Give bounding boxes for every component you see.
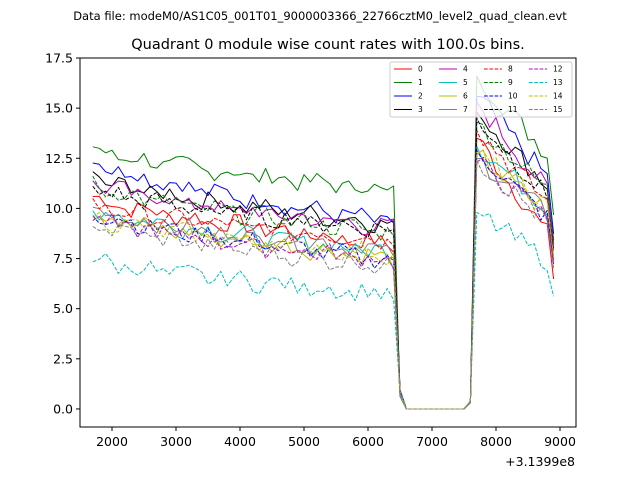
series-line-11 bbox=[92, 117, 555, 410]
legend-label-6: 6 bbox=[463, 92, 468, 101]
legend-label-2: 2 bbox=[418, 92, 423, 101]
y-tick-label: 7.5 bbox=[53, 251, 73, 266]
y-tick-label: 0.0 bbox=[53, 401, 73, 416]
x-tick-label: 7000 bbox=[416, 434, 448, 449]
y-tick-label: 15.0 bbox=[45, 101, 73, 116]
y-tick-label: 17.5 bbox=[45, 51, 73, 66]
legend-label-8: 8 bbox=[508, 65, 513, 74]
x-tick-label: 3000 bbox=[160, 434, 192, 449]
legend-box bbox=[389, 61, 573, 118]
x-tick-label: 5000 bbox=[288, 434, 320, 449]
legend-label-1: 1 bbox=[418, 78, 423, 87]
y-tick-label: 12.5 bbox=[45, 151, 73, 166]
series-line-15 bbox=[92, 159, 555, 410]
x-tick-label: 4000 bbox=[224, 434, 256, 449]
legend-label-5: 5 bbox=[463, 78, 468, 87]
y-tick-label: 10.0 bbox=[45, 201, 73, 216]
plot-frame bbox=[79, 57, 577, 428]
series-line-14 bbox=[92, 150, 555, 410]
x-tick-label: 8000 bbox=[480, 434, 512, 449]
series-line-7 bbox=[92, 157, 555, 410]
legend-label-3: 3 bbox=[418, 105, 423, 114]
legend-label-15: 15 bbox=[553, 105, 563, 114]
legend-label-4: 4 bbox=[463, 65, 468, 74]
x-offset-label: +3.1399e8 bbox=[505, 454, 575, 469]
legend-label-0: 0 bbox=[418, 65, 423, 74]
legend-label-13: 13 bbox=[553, 78, 563, 87]
x-axis: 2000 3000 4000 5000 6000 7000 8000 9000 bbox=[96, 427, 576, 449]
chart-title: Quadrant 0 module wise count rates with … bbox=[131, 37, 525, 53]
y-axis: 0.0 2.5 5.0 7.5 10.0 12.5 15.0 17.5 bbox=[45, 51, 80, 416]
legend-label-7: 7 bbox=[463, 105, 468, 114]
y-tick-label: 5.0 bbox=[53, 301, 73, 316]
series-line-10 bbox=[92, 149, 555, 410]
x-tick-label: 9000 bbox=[544, 434, 576, 449]
legend-label-14: 14 bbox=[553, 92, 563, 101]
series-layer bbox=[92, 75, 555, 410]
legend-label-12: 12 bbox=[553, 65, 563, 74]
series-line-13 bbox=[92, 211, 555, 410]
legend-label-10: 10 bbox=[508, 92, 518, 101]
legend-label-11: 11 bbox=[508, 105, 518, 114]
suptitle: Data file: modeM0/AS1C05_001T01_90000033… bbox=[73, 9, 567, 23]
x-tick-label: 6000 bbox=[352, 434, 384, 449]
x-tick-label: 2000 bbox=[96, 434, 128, 449]
y-tick-label: 2.5 bbox=[53, 351, 73, 366]
legend-label-9: 9 bbox=[508, 78, 513, 87]
